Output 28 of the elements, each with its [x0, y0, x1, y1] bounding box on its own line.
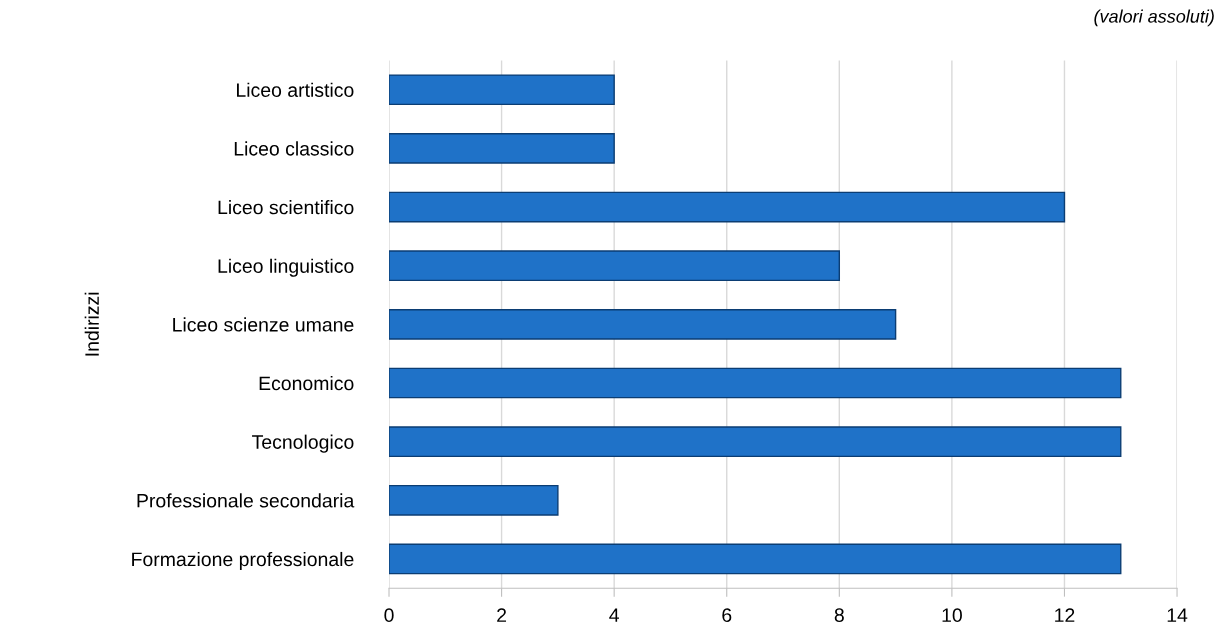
bar [389, 133, 615, 164]
y-axis-title: Indirizzi [84, 292, 99, 356]
y-tick-label: Economico [259, 375, 354, 391]
bar [389, 191, 1066, 223]
y-tick-label: Professionale secondaria [137, 493, 355, 508]
y-tick-label: Tecnologico [252, 434, 354, 453]
bar [389, 426, 1122, 458]
x-tick-label: 12 [1055, 608, 1075, 622]
text: (valori assoluti) [1094, 9, 1214, 27]
y-tick-label: Liceo scientifico [218, 200, 354, 215]
x-tick-label: 2 [497, 608, 507, 622]
x-tick-label: 0 [384, 608, 394, 623]
y-tick-label: Liceo scienze umane [173, 317, 354, 332]
x-tick-label: 14 [1167, 608, 1188, 622]
bar [389, 74, 615, 106]
y-tick-label: Liceo classico [234, 141, 354, 156]
x-tick-label: 10 [942, 608, 962, 623]
bar [389, 367, 1122, 399]
y-tick-label: Liceo linguistico [218, 258, 354, 277]
bar [389, 250, 841, 282]
x-tick-label: 4 [609, 608, 619, 622]
x-tick-label: 6 [722, 608, 732, 623]
y-tick-label: Liceo artistico [237, 82, 354, 97]
bar [389, 484, 559, 516]
bar [389, 309, 897, 340]
y-tick-label: Formazione professionale [132, 551, 354, 571]
bar [389, 543, 1122, 575]
x-tick-label: 8 [834, 608, 844, 623]
